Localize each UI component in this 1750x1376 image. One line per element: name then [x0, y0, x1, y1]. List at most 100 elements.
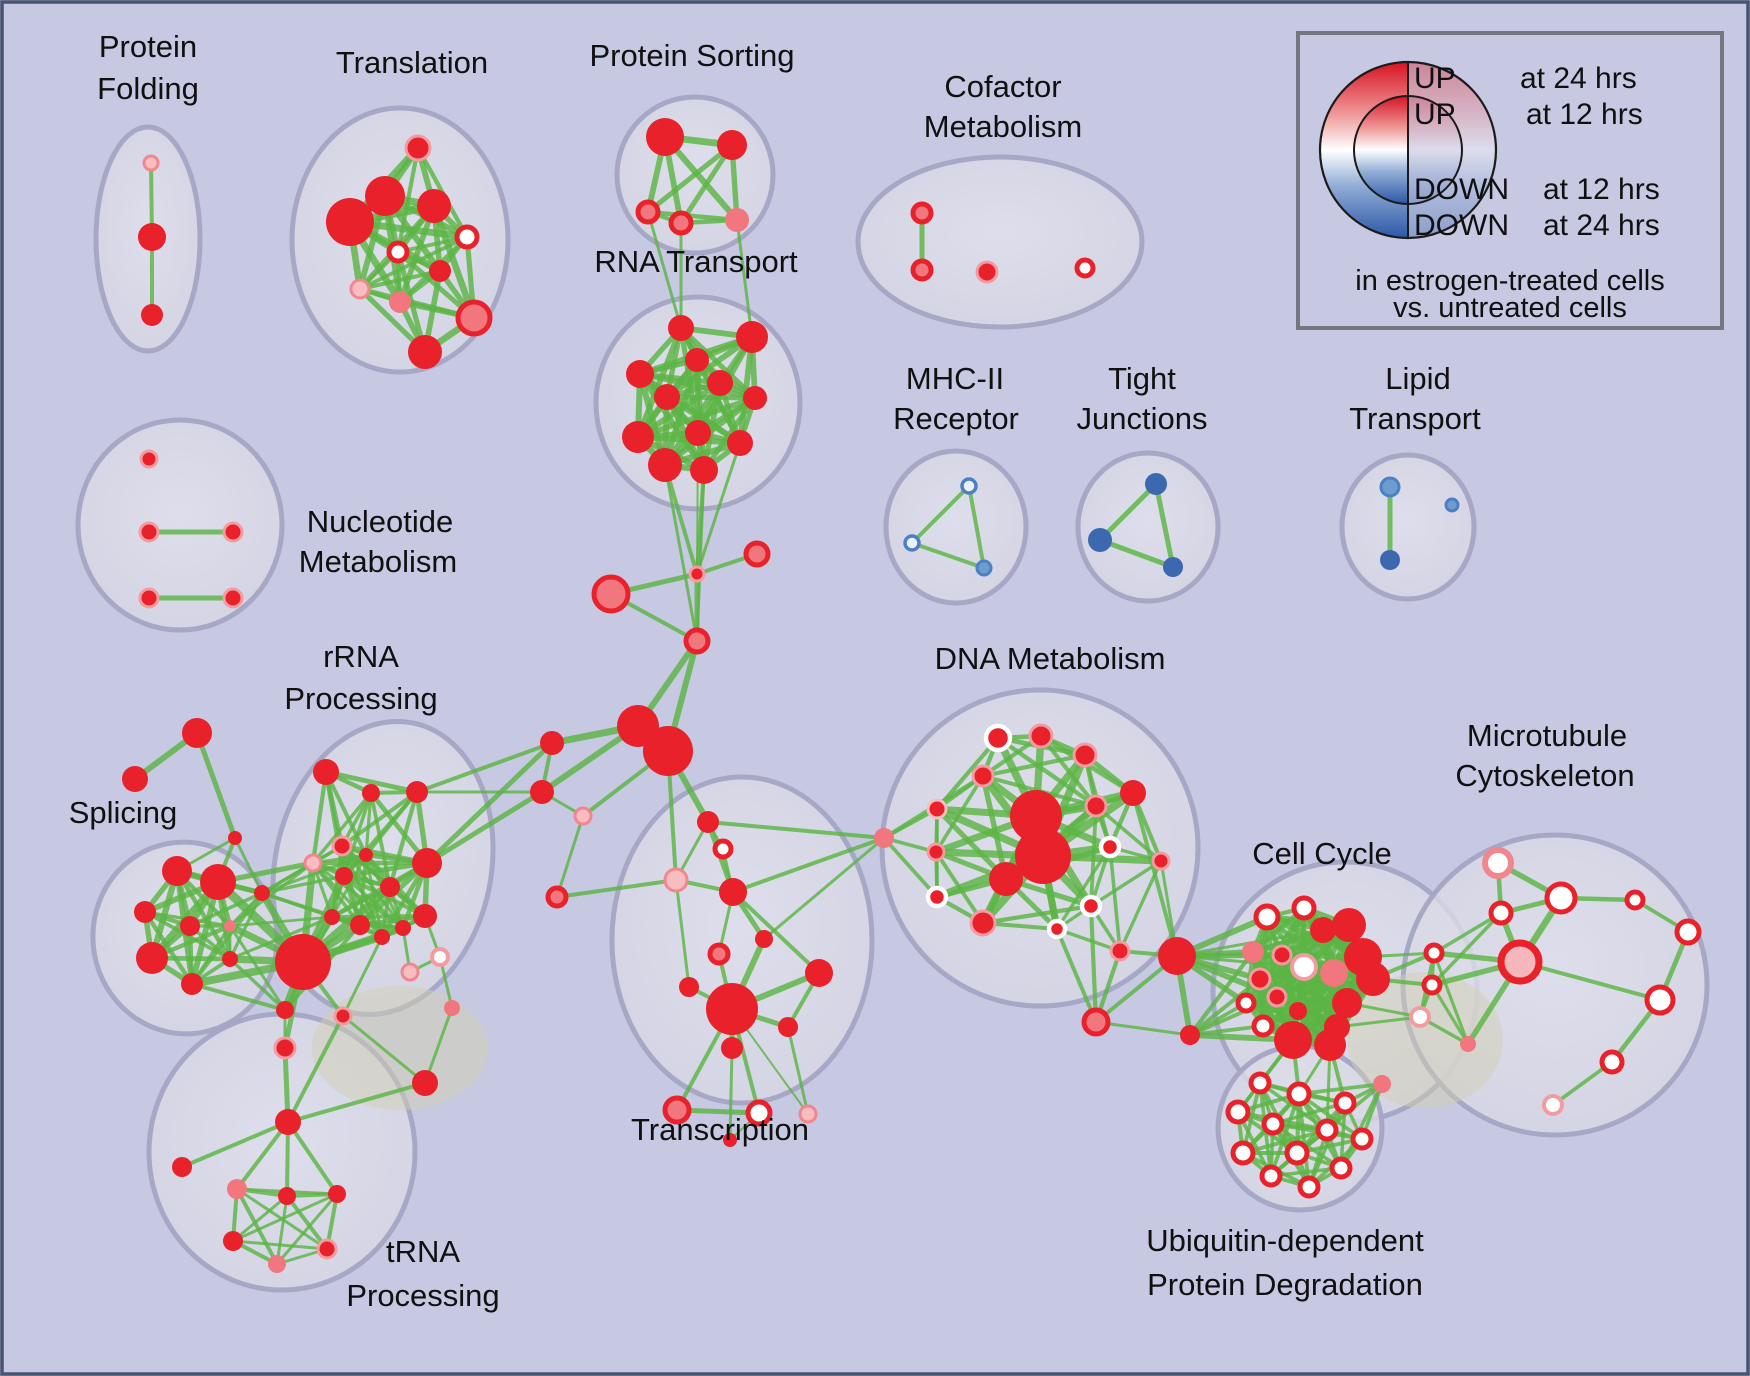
- interaction-edge: [1187, 949, 1256, 1038]
- gene-node-ub-6: [1350, 1127, 1374, 1151]
- cluster-label: Receptor: [893, 401, 1019, 436]
- gene-nodes: [122, 118, 1702, 1273]
- gene-node-dm-12: [1079, 894, 1103, 918]
- cluster-ellipse-nucleotide-metabolism: [75, 417, 285, 633]
- gene-node-dm-4: [926, 798, 948, 820]
- gene-node-ps-0: [646, 118, 684, 156]
- interaction-edge: [1153, 481, 1176, 570]
- cluster-label: Transcription: [631, 1112, 809, 1147]
- legend-direction-label: DOWN: [1414, 173, 1509, 206]
- gene-node-tc-4: [227, 1179, 247, 1199]
- gene-node-mt-2: [1409, 1006, 1431, 1028]
- gene-node-lh-21: [374, 929, 390, 945]
- interaction-edge: [1339, 1082, 1384, 1170]
- gene-node-tx-12: [662, 1095, 692, 1125]
- legend-direction-label: UP: [1414, 98, 1456, 131]
- gene-node-lh-14: [335, 867, 353, 885]
- gene-node-tr-0: [404, 134, 432, 162]
- gene-node-cc-15: [1289, 1002, 1307, 1020]
- gene-node-mt-5: [1488, 900, 1514, 926]
- gene-node-ub-12: [1373, 1075, 1391, 1093]
- gene-node-lh-12: [331, 835, 353, 857]
- gene-node-lh-9: [313, 759, 339, 785]
- gene-node-cm-0: [910, 201, 934, 225]
- gene-node-hb-6: [540, 731, 564, 755]
- interaction-edge: [555, 878, 678, 899]
- gene-node-mt-10: [1599, 1049, 1625, 1075]
- interaction-edge: [635, 395, 758, 440]
- interaction-edge: [646, 210, 683, 330]
- gene-node-tx-13: [745, 1099, 773, 1127]
- gene-node-dm-13: [1046, 918, 1068, 940]
- gene-node-tx-0: [697, 811, 719, 833]
- cluster-ellipse-mhc-receptor: [883, 448, 1029, 606]
- gene-node-tc-3: [172, 1157, 192, 1177]
- cluster-ellipse-tight-junctions: [1075, 450, 1221, 604]
- cluster-label: Translation: [336, 45, 488, 80]
- gene-node-lh-0: [162, 856, 192, 886]
- cluster-label: Ubiquitin-dependent: [1146, 1223, 1424, 1258]
- interaction-edge: [1269, 1166, 1343, 1178]
- gene-node-ub-3: [1225, 1099, 1251, 1125]
- accent-ellipse-0: [312, 986, 488, 1110]
- legend-time-label: at 24 hrs: [1520, 62, 1637, 95]
- gene-node-tc-1: [273, 1036, 297, 1060]
- gene-node-cc-11: [1356, 962, 1390, 996]
- gene-node-tr-7: [349, 278, 371, 300]
- interaction-edge: [330, 853, 368, 919]
- gene-node-pf-2: [141, 304, 163, 326]
- gene-node-tr-1: [326, 198, 374, 246]
- gene-node-lh-3: [180, 916, 200, 936]
- gene-node-mh-2: [975, 559, 993, 577]
- cluster-label: Processing: [346, 1278, 499, 1313]
- cluster-label: Tight: [1108, 361, 1176, 396]
- gene-node-cm-1: [910, 258, 934, 282]
- gene-node-dm-17: [989, 862, 1023, 896]
- cluster-label: Transport: [1349, 401, 1481, 436]
- gene-node-ub-8: [1284, 1140, 1310, 1166]
- gene-node-ub-10: [1259, 1164, 1283, 1188]
- gene-node-hb-8: [573, 806, 593, 826]
- gene-node-nm-3: [138, 587, 160, 609]
- cluster-labels: Protein Folding Translation Protein Sorting…: [69, 29, 1635, 1313]
- gene-node-mt-12: [1460, 1036, 1476, 1052]
- legend-direction-label: DOWN: [1414, 209, 1509, 242]
- interaction-edge: [341, 935, 384, 1018]
- gene-node-dm-2: [1072, 742, 1098, 768]
- gene-node-dm-6: [1120, 780, 1146, 806]
- interaction-edge: [330, 914, 427, 919]
- gene-node-cc-9: [1320, 959, 1348, 987]
- interaction-edge: [286, 1120, 339, 1196]
- gene-node-tr-2: [365, 176, 405, 216]
- interaction-edge: [275, 1192, 339, 1266]
- interaction-edge: [1269, 1092, 1301, 1178]
- gene-node-rt-9: [727, 430, 753, 456]
- interaction-edge: [1188, 1001, 1248, 1037]
- gene-node-rt-6: [743, 386, 767, 410]
- interaction-edge: [358, 269, 442, 291]
- interaction-edge: [231, 1192, 339, 1243]
- gene-node-mt-11: [1542, 1094, 1564, 1116]
- interaction-edge: [555, 814, 585, 899]
- interaction-edge: [1518, 960, 1662, 1002]
- gene-node-lh-13: [303, 853, 323, 873]
- interaction-edge: [1432, 951, 1470, 1046]
- gene-node-tj-1: [1088, 528, 1112, 552]
- gene-node-ub-0: [1248, 1071, 1272, 1095]
- gene-node-tx-3: [545, 885, 569, 909]
- interaction-edge: [424, 740, 555, 866]
- gene-node-dm-19: [874, 828, 894, 848]
- gene-node-ub-11: [1297, 1175, 1321, 1199]
- gene-node-tc-0: [333, 1006, 353, 1026]
- gene-node-ps-4: [725, 208, 749, 232]
- interaction-edge: [364, 790, 419, 857]
- interaction-edge: [728, 1046, 734, 1142]
- gene-node-cc-13: [1266, 986, 1288, 1008]
- interaction-edge: [329, 860, 430, 920]
- gene-node-mt-9: [1644, 984, 1676, 1016]
- gene-node-lh-8: [254, 885, 270, 901]
- interaction-edge: [696, 432, 699, 575]
- gene-node-lh-6: [181, 973, 203, 995]
- gene-node-cm-3: [1074, 257, 1096, 279]
